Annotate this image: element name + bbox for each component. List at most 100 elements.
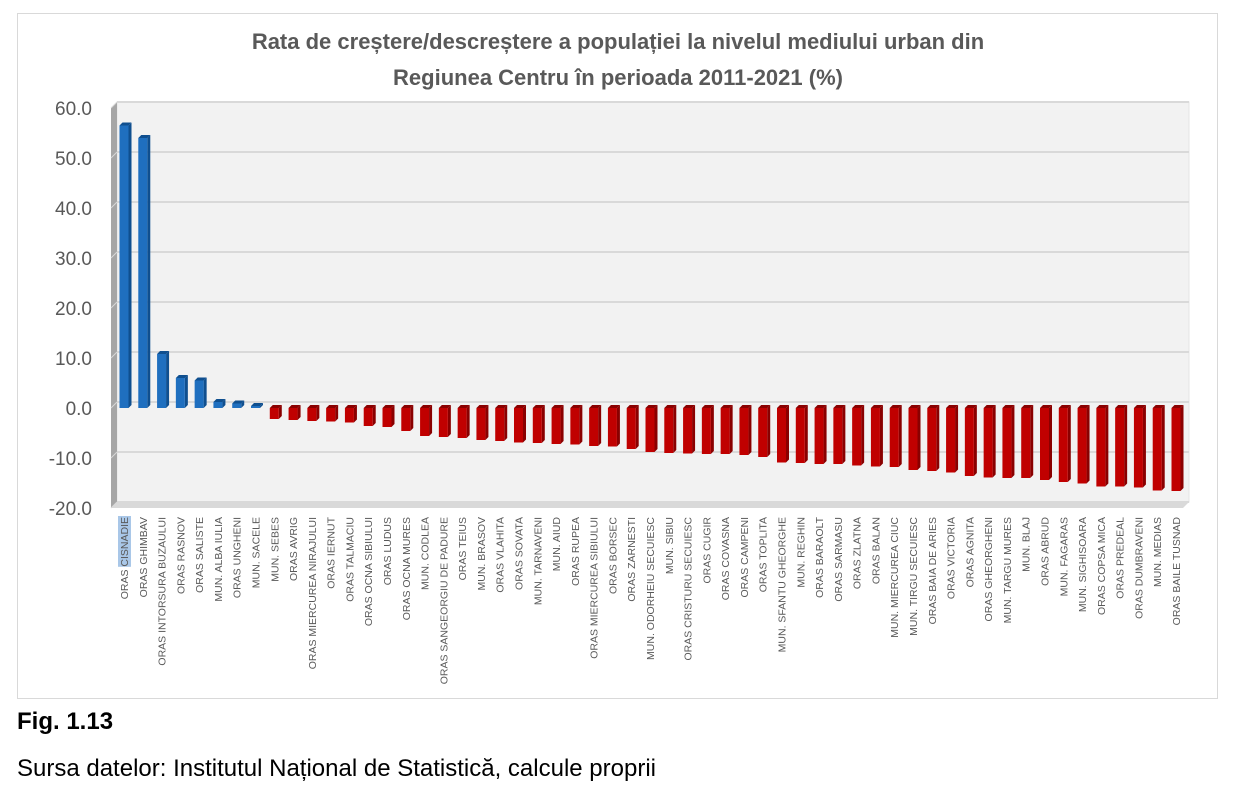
- bar: [964, 408, 974, 476]
- x-tick-label-text: MUN. SFANTU GHEORGHE: [777, 517, 789, 652]
- bar: [946, 408, 956, 473]
- x-tick-label: ORAS SARMASU: [833, 517, 845, 602]
- bar-side: [804, 405, 808, 463]
- bar-top: [1077, 405, 1090, 408]
- x-tick-label-text: ORAS SANGEORGIU DE PADURE: [438, 517, 450, 684]
- bar: [514, 408, 523, 443]
- bar-side: [278, 405, 282, 419]
- bar-side: [166, 351, 170, 408]
- x-tick-label: ORAS AVRIG: [288, 517, 300, 581]
- x-tick-label: ORAS INTORSURA BUZAULUI: [157, 517, 169, 666]
- bar-top: [382, 405, 395, 408]
- x-tick-label: MUN. ODORHEIU SECUIESC: [645, 517, 657, 660]
- bar-top: [175, 375, 188, 378]
- label-highlight: [118, 516, 131, 567]
- x-tick-label: ORAS TOPLITA: [758, 517, 770, 592]
- bar-side: [147, 135, 151, 408]
- bar: [570, 408, 580, 445]
- bar-top: [1133, 405, 1146, 408]
- bar-side: [1067, 405, 1071, 482]
- x-tick-label-text: ORAS OCNA MURES: [401, 517, 413, 620]
- bar-top: [1171, 405, 1184, 408]
- bar: [476, 408, 486, 440]
- x-tick-label-text: ORAS CUGIR: [701, 517, 713, 584]
- bar-top: [683, 405, 696, 408]
- x-tick-label-text: ORAS SALISTE: [194, 517, 206, 593]
- bar: [589, 408, 599, 446]
- gridline-side: [110, 151, 118, 159]
- bar-side: [1180, 405, 1184, 491]
- bar: [1152, 408, 1162, 491]
- y-tick-label: 10.0: [55, 349, 92, 370]
- x-tick-label-text: MUN. ODORHEIU SECUIESC: [645, 517, 657, 660]
- x-tick-label-text: ORAS GHIMBAV: [138, 517, 150, 597]
- x-tick-label: ORAS VICTORIA: [946, 517, 958, 599]
- bar-top: [889, 405, 902, 408]
- bar-side: [973, 405, 977, 476]
- bar: [420, 408, 430, 436]
- bar-top: [476, 405, 489, 408]
- bar-top: [739, 405, 752, 408]
- bar-top: [1115, 405, 1128, 408]
- x-tick-label: ORAS BARAOLT: [814, 516, 826, 597]
- x-tick-label-text: ORAS TEIUS: [457, 517, 469, 580]
- x-tick-label: MUN. TARGU MURES: [1002, 517, 1014, 623]
- x-tick-label-text: MUN. MIERCUREA CIUC: [889, 517, 901, 638]
- x-tick-label-text: MUN. SIBIU: [664, 517, 676, 574]
- bar-side: [654, 405, 658, 452]
- x-tick-label: ORAS PREDEAL: [1115, 517, 1127, 599]
- bar: [1077, 408, 1087, 484]
- x-tick-label: ORAS IERNUT: [326, 516, 338, 588]
- gridline-side: [110, 501, 118, 509]
- bar-side: [879, 405, 883, 467]
- bar-side: [710, 405, 714, 454]
- bar-side: [992, 405, 996, 478]
- bar-side: [598, 405, 602, 446]
- x-tick-label: ORAS OCNA MURES: [401, 517, 413, 620]
- bar-top: [927, 405, 940, 408]
- x-tick-label-text: MUN. CODLEA: [420, 517, 432, 590]
- bar-side: [1161, 405, 1165, 491]
- x-tick-label-text: ORAS OCNA SIBIULUI: [363, 517, 375, 626]
- x-tick-label-text: ORAS CISNADIE: [119, 517, 131, 599]
- x-tick-label: MUN. MIERCUREA CIUC: [889, 517, 901, 638]
- bar-top: [532, 405, 545, 408]
- x-tick-label: ORAS SOVATA: [514, 517, 526, 590]
- x-tick-label: MUN. TARNAVENI: [532, 517, 544, 605]
- x-tick-label: MUN. SACELE: [251, 517, 263, 588]
- x-tick-label-text: ORAS LUDUS: [382, 517, 394, 585]
- bar: [701, 408, 711, 454]
- gridline-side: [110, 451, 118, 459]
- y-tick-label: 30.0: [55, 249, 92, 270]
- bar-side: [1011, 405, 1015, 478]
- x-tick-label-text: MUN. TIRGU SECUIESC: [908, 517, 920, 636]
- x-tick-label: ORAS TEIUS: [457, 517, 469, 580]
- gridline-side: [110, 251, 118, 259]
- gridline-side: [110, 101, 118, 109]
- x-tick-label-text: ORAS RASNOV: [175, 517, 187, 594]
- bar-top: [777, 405, 789, 408]
- bar: [269, 408, 279, 419]
- bar: [795, 408, 805, 463]
- bar-side: [1030, 405, 1034, 478]
- x-tick-label-text: ORAS AGNITA: [964, 517, 976, 587]
- bar-top: [1096, 405, 1109, 408]
- x-tick-label: ORAS COPSA MICA: [1096, 517, 1108, 615]
- bar-side: [955, 405, 959, 473]
- bar: [889, 408, 899, 467]
- x-tick-label: ORAS DUMBRAVENI: [1133, 517, 1145, 619]
- x-tick-label-text: ORAS MIERCUREA SIBIULUI: [589, 517, 601, 659]
- bar-top: [720, 405, 733, 408]
- bar-side: [504, 405, 508, 441]
- x-tick-label: ORAS SANGEORGIU DE PADURE: [438, 517, 450, 684]
- bar: [457, 408, 467, 438]
- x-tick-label: ORAS MIERCUREA NIRAJULUI: [307, 517, 319, 669]
- bar: [607, 408, 617, 447]
- bar: [251, 406, 260, 408]
- bar-side: [485, 405, 489, 440]
- x-tick-label: ORAS GHIMBAV: [138, 517, 150, 597]
- x-tick-label-text: ORAS CAMPENI: [739, 517, 751, 598]
- x-tick-label: MUN. BRASOV: [476, 517, 488, 591]
- x-tick-label: MUN. MEDIAS: [1152, 517, 1164, 587]
- x-tick-label-text: ORAS CRISTURU SECUIESC: [683, 517, 695, 661]
